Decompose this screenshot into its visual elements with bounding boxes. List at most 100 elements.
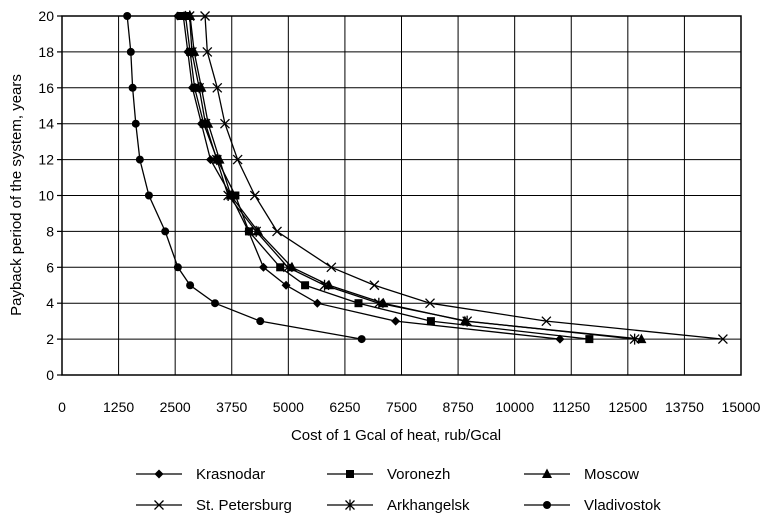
grid [61,15,742,376]
point-voronezh [585,335,594,344]
point-vladivostok [135,155,144,164]
y-tick-label: 14 [38,116,54,132]
x-tick-label: 7500 [386,399,417,415]
y-tick-label: 10 [38,188,54,204]
y-tick-label: 18 [38,44,54,60]
point-vladivostok [173,263,182,272]
point-voronezh [190,83,199,92]
point-arkhangelsk [282,261,293,273]
point-vladivostok [357,335,366,344]
point-arkhangelsk [251,225,262,237]
point-vladivostok [186,281,195,290]
x-tick-label: 13750 [665,399,704,415]
point-arkhangelsk [629,333,640,345]
y-tick-label: 4 [46,295,54,311]
legend-item-arkhangelsk: Arkhangelsk [327,497,470,514]
x-tick-label: 1250 [103,399,134,415]
series-line-vladivostok [126,15,362,340]
legend-item-moscow: Moscow [524,466,639,483]
legend-label: Krasnodar [196,466,265,483]
point-moscow [636,333,647,344]
x-tick-label: 10000 [495,399,534,415]
point-vladivostok [144,191,153,200]
point-voronezh [426,317,435,326]
legend-marker-krasnodar [154,469,164,479]
legend-marker-voronezh [346,470,354,478]
y-tick-label: 0 [46,367,54,383]
x-tick-label: 0 [58,399,66,415]
y-tick-label: 2 [46,331,54,347]
legend: Krasnodar Voronezh Moscow St. Petersburg Ark… [136,466,661,514]
legend-item-voronezh: Voronezh [327,466,450,483]
point-vladivostok [161,227,170,236]
point-st-petersburg [326,262,337,273]
x-tick-label: 6250 [329,399,360,415]
x-tick-labels: 0 1250 2500 3750 5000 6250 7500 8750 10000 11250 1… [58,399,761,415]
x-tick-label: 5000 [273,399,304,415]
legend-label: Moscow [584,466,639,483]
legend-marker-arkhangelsk [345,499,355,511]
point-vladivostok [131,119,140,128]
point-st-petersburg [272,226,282,237]
point-vladivostok [256,317,265,326]
legend-label: St. Petersburg [196,497,292,514]
legend-marker-st-petersburg [154,500,164,510]
y-tick-label: 16 [38,80,54,96]
axes [57,15,742,376]
point-krasnodar [205,155,215,165]
point-vladivostok [126,47,135,56]
x-tick-label: 2500 [160,399,191,415]
point-krasnodar [281,280,291,290]
x-tick-label: 3750 [216,399,247,415]
point-arkhangelsk [319,279,330,291]
point-voronezh [354,299,363,308]
point-vladivostok [123,12,132,20]
x-tick-label: 15000 [722,399,761,415]
point-st-petersburg [202,46,213,57]
legend-marker-moscow [542,468,552,478]
point-arkhangelsk [462,315,473,327]
legend-label: Voronezh [387,466,450,483]
legend-item-krasnodar: Krasnodar [136,466,265,483]
x-tick-label: 8750 [443,399,474,415]
point-voronezh [176,12,185,20]
point-vladivostok [128,83,137,92]
point-voronezh [244,227,253,236]
y-tick-label: 6 [46,259,54,275]
point-st-petersburg [425,298,435,309]
y-tick-label: 20 [38,8,54,24]
point-voronezh [199,119,208,128]
point-st-petersburg [541,316,552,327]
point-vladivostok [211,299,220,308]
point-st-petersburg [717,334,728,345]
point-krasnodar [391,316,401,326]
y-tick-labels: 0 2 4 6 8 10 12 14 16 18 20 [38,8,54,383]
point-st-petersburg [200,11,211,21]
series-line-st-petersburg [204,15,723,340]
point-moscow [253,225,264,236]
point-voronezh [301,281,310,290]
legend-item-st-petersburg: St. Petersburg [136,497,292,514]
point-arkhangelsk [211,154,222,166]
y-tick-label: 8 [46,223,54,239]
point-st-petersburg [220,118,230,129]
point-krasnodar [312,298,322,308]
point-st-petersburg [212,82,223,93]
x-tick-label: 11250 [552,399,590,415]
point-st-petersburg [249,190,260,201]
x-axis-title: Cost of 1 Gcal of heat, rub/Gcal [291,427,501,444]
point-arkhangelsk [194,82,205,94]
point-voronezh [231,191,240,200]
x-tick-label: 12500 [608,399,647,415]
series-markers [123,10,728,345]
point-voronezh [276,263,285,272]
series-line-arkhangelsk [189,15,635,340]
legend-marker-vladivostok [543,501,551,509]
point-krasnodar [555,334,565,344]
point-voronezh [186,47,195,56]
point-arkhangelsk [186,46,197,58]
point-arkhangelsk [373,297,384,309]
point-arkhangelsk [200,118,211,130]
legend-label: Arkhangelsk [387,497,470,514]
